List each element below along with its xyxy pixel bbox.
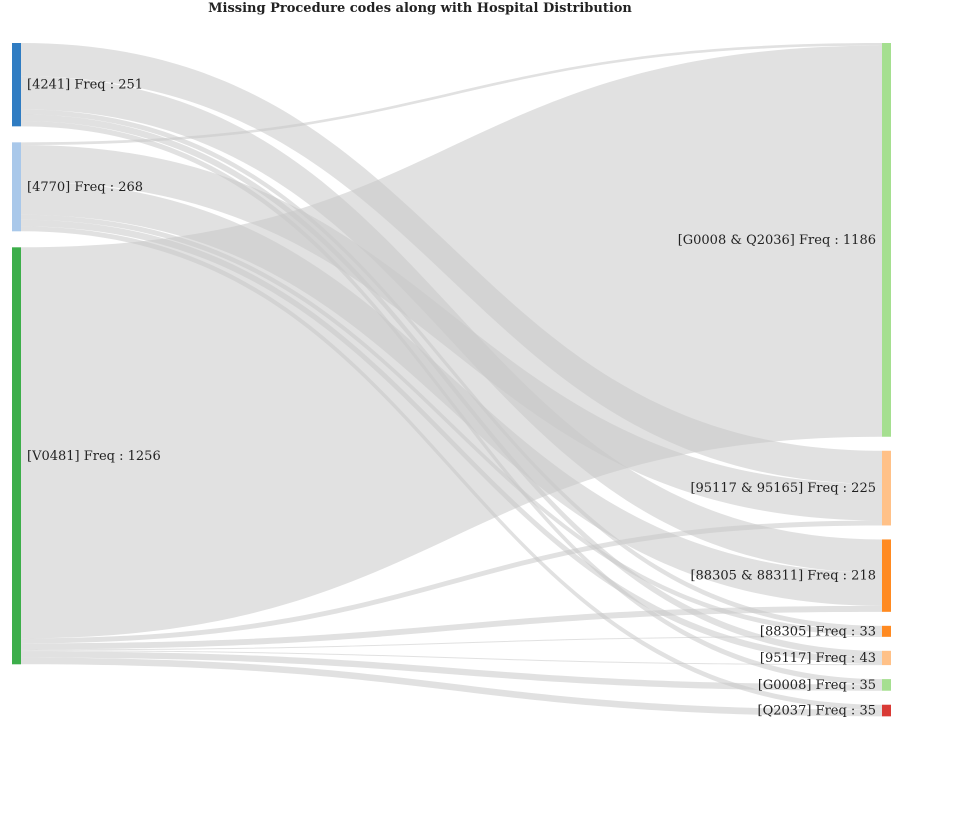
target-node-g0008-q2036 <box>882 43 891 437</box>
target-label-g0008-q2036: [G0008 & Q2036] Freq : 1186 <box>678 233 876 248</box>
link-v0481-to-95117-95165 <box>21 520 882 644</box>
target-label-95117-95165: [95117 & 95165] Freq : 225 <box>690 481 876 496</box>
link-4770-to-g0008-q2036 <box>21 43 882 145</box>
source-label-v0481: [V0481] Freq : 1256 <box>27 449 161 464</box>
source-node-v0481 <box>12 247 21 665</box>
source-label-4241: [4241] Freq : 251 <box>27 78 143 93</box>
link-v0481-to-g0008 <box>21 651 882 691</box>
target-label-g0008: [G0008] Freq : 35 <box>758 678 876 693</box>
labels-layer: [4241] Freq : 251 [4770] Freq : 268 [V0481… <box>27 78 876 719</box>
link-v0481-to-95117 <box>21 650 882 666</box>
target-label-95117: [95117] Freq : 43 <box>760 651 876 666</box>
link-v0481-to-q2037 <box>21 657 882 717</box>
target-node-q2037 <box>882 704 891 717</box>
target-node-95117-95165 <box>882 450 891 526</box>
target-node-95117 <box>882 650 891 666</box>
link-v0481-to-g0008-q2036 <box>21 45 882 639</box>
nodes-layer <box>12 43 891 717</box>
source-node-4770 <box>12 142 21 232</box>
source-node-4241 <box>12 43 21 127</box>
target-node-g0008 <box>882 679 891 691</box>
link-v0481-to-88305 <box>21 635 882 651</box>
chart-title: Missing Procedure codes along with Hospi… <box>208 1 632 16</box>
target-node-88305-88311 <box>882 539 891 612</box>
target-label-q2037: [Q2037] Freq : 35 <box>758 704 876 719</box>
target-node-88305 <box>882 625 891 637</box>
link-v0481-to-88305-88311 <box>21 605 882 650</box>
links-layer <box>21 43 882 717</box>
target-label-88305: [88305] Freq : 33 <box>760 624 876 639</box>
source-label-4770: [4770] Freq : 268 <box>27 180 143 195</box>
target-label-88305-88311: [88305 & 88311] Freq : 218 <box>690 569 876 584</box>
